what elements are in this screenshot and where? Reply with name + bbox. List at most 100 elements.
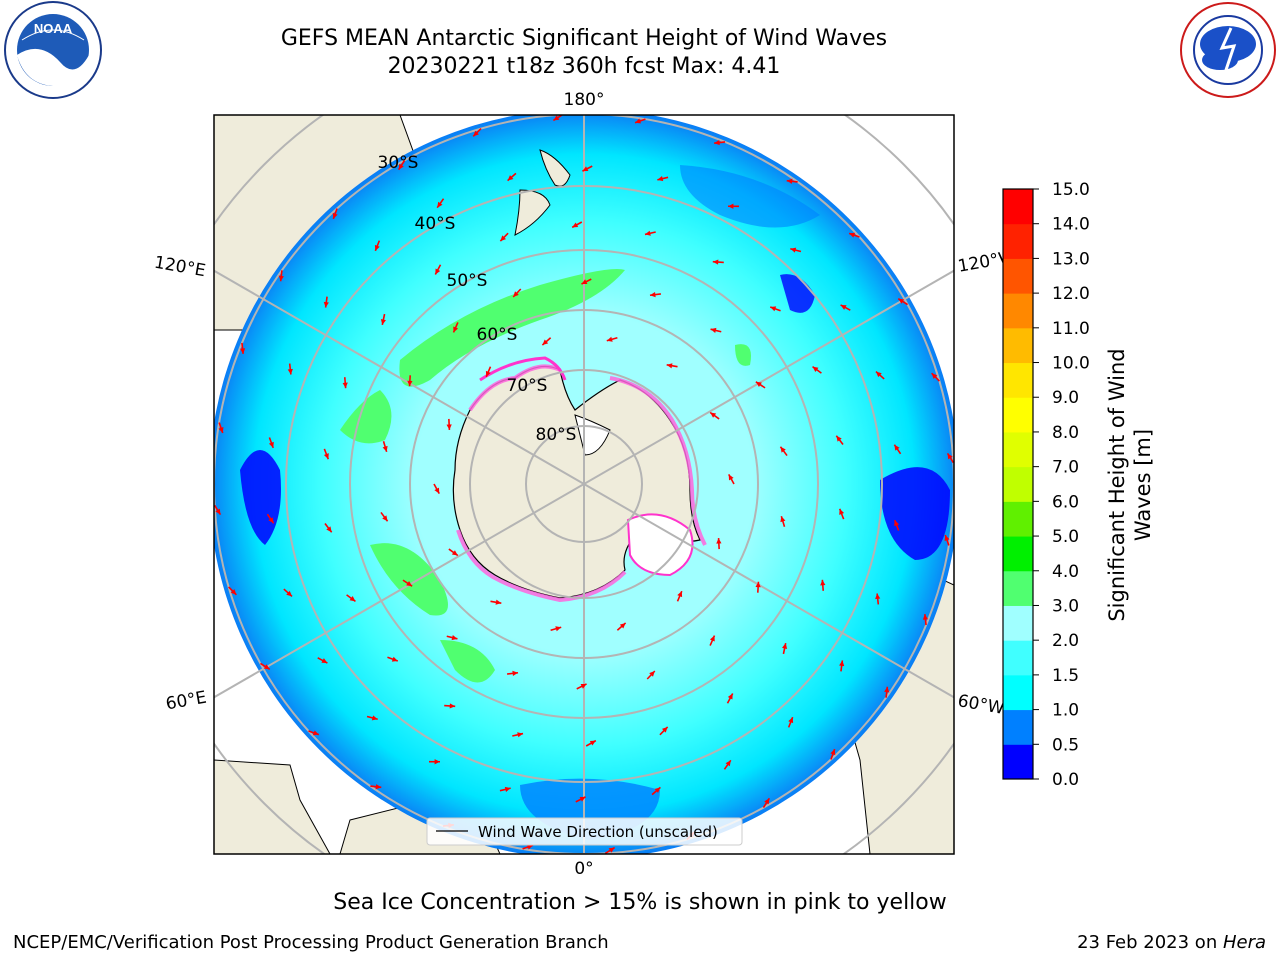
colorbar-tick-label: 0.0 <box>1052 770 1079 790</box>
colorbar-tick-label: 9.0 <box>1052 388 1079 408</box>
wave-arrow-head <box>606 336 613 342</box>
wave-patch-low <box>880 467 950 560</box>
wave-arrow-head <box>349 596 356 602</box>
lon-label-180: 180° <box>564 90 605 110</box>
wave-arrow-head <box>406 581 413 587</box>
wave-arrow-head <box>286 590 293 597</box>
land-new-zealand <box>514 149 571 236</box>
wave-arrow-head <box>608 847 615 853</box>
wave-arrow-head <box>666 363 673 369</box>
colorbar-tick-label: 4.0 <box>1052 562 1079 582</box>
wave-arrow-head <box>654 787 661 793</box>
wave-arrow-head <box>527 844 533 850</box>
colorbar-tick-label: 7.0 <box>1052 458 1079 478</box>
lat-label-40s: 40°S <box>415 214 456 234</box>
sea-ice-note: Sea Ice Concentration > 15% is shown in … <box>333 890 947 915</box>
wave-arrow-head <box>268 441 274 448</box>
wave-arrow-head <box>582 166 589 172</box>
wave-arrow-head <box>451 550 458 556</box>
wave-arrow-head <box>931 373 938 379</box>
wave-arrow-head <box>922 614 929 620</box>
colorbar-label-line1: Significant Height of Wind <box>1105 348 1129 621</box>
wave-arrow-head <box>875 371 882 378</box>
graticule <box>214 115 954 854</box>
wave-arrow-head <box>391 656 398 662</box>
wave-arrow-head <box>278 275 284 282</box>
wave-arrow-head <box>709 635 715 642</box>
wave-arrow-head <box>500 235 507 242</box>
wave-arrow-head <box>635 118 641 124</box>
colorbar-segment <box>1003 293 1033 329</box>
wave-patch-high <box>340 390 392 444</box>
wave-arrow-head <box>332 212 338 219</box>
wave-arrow-head <box>512 670 519 676</box>
wave-arrow-head <box>780 446 786 453</box>
wave-arrow-head <box>677 591 683 598</box>
wave-arrow-head <box>579 796 586 802</box>
wave-arrow-head <box>725 760 731 767</box>
wave-arrow-head <box>451 635 458 641</box>
colorbar-tick-label: 11.0 <box>1052 319 1090 339</box>
wave-patch-high <box>440 640 495 683</box>
wave-arrow-head <box>710 412 717 418</box>
colorbar-tick-label: 12.0 <box>1052 284 1090 304</box>
wave-arrow-head <box>321 658 328 664</box>
meridian-line <box>214 269 954 699</box>
wave-arrow-head <box>728 474 734 481</box>
wave-arrow-head <box>947 453 953 460</box>
wave-arrow-head <box>287 368 293 375</box>
chart-title: GEFS MEAN Antarctic Significant Height o… <box>280 26 888 51</box>
colorbar-segment <box>1003 501 1033 537</box>
wave-arrow-head <box>507 175 514 181</box>
lat-label-30s: 30°S <box>378 153 419 173</box>
wave-arrow-head <box>342 382 348 389</box>
colorbar-segment <box>1003 605 1033 641</box>
wave-arrow-head <box>407 380 413 387</box>
map-frame <box>213 114 955 855</box>
wave-arrow-head <box>770 306 777 312</box>
wave-arrow-head <box>495 599 502 605</box>
wave-arrow-head <box>434 759 440 765</box>
legend-label: Wind Wave Direction (unscaled) <box>478 823 718 841</box>
wave-arrow-head <box>380 319 386 325</box>
footer-branch: NCEP/EMC/Verification Post Processing Pr… <box>13 932 609 953</box>
colorbar-segment <box>1003 397 1033 433</box>
colorbar-segment <box>1003 709 1033 745</box>
wave-arrow-head <box>875 593 881 600</box>
wave-arrow-head <box>728 203 734 209</box>
wave-arrow-head <box>839 508 845 515</box>
wave-arrow-head <box>820 579 826 586</box>
colorbar-segment <box>1003 362 1033 398</box>
colorbar-tick-label: 10.0 <box>1052 354 1090 374</box>
colorbar-label-line2: Waves [m] <box>1131 429 1155 541</box>
wave-patch-high <box>735 344 751 366</box>
wave-arrow-head <box>780 516 786 523</box>
wave-arrow-head <box>812 366 819 372</box>
wave-arrow-head <box>782 643 788 649</box>
wave-arrow-head <box>755 381 762 387</box>
land-africa <box>214 759 331 854</box>
wave-arrow-head <box>830 749 836 756</box>
wave-arrow-head <box>649 292 656 298</box>
wave-arrow-head <box>434 487 440 494</box>
wave-arrow-head <box>268 517 274 524</box>
wave-patch-high <box>370 543 448 616</box>
wave-arrow-head <box>473 130 479 137</box>
wave-arrow-head <box>581 279 588 285</box>
colorbar-segment <box>1003 258 1033 294</box>
wave-arrow-head <box>449 703 456 709</box>
nws-logo <box>1180 2 1276 98</box>
wave-arrow-head <box>894 520 900 527</box>
wave-arrow-head <box>375 784 382 790</box>
wave-arrow-head <box>323 301 329 308</box>
wave-arrow-head <box>644 230 651 236</box>
colorbar-segment <box>1003 466 1033 502</box>
wave-arrow-head <box>371 715 378 721</box>
wave-arrow-head <box>382 515 388 522</box>
wave-arrow-head <box>312 730 319 736</box>
wave-arrow-head <box>657 176 664 182</box>
wave-arrow-head <box>398 163 404 170</box>
colorbar-segment <box>1003 674 1033 711</box>
wave-arrow-head <box>437 201 443 208</box>
